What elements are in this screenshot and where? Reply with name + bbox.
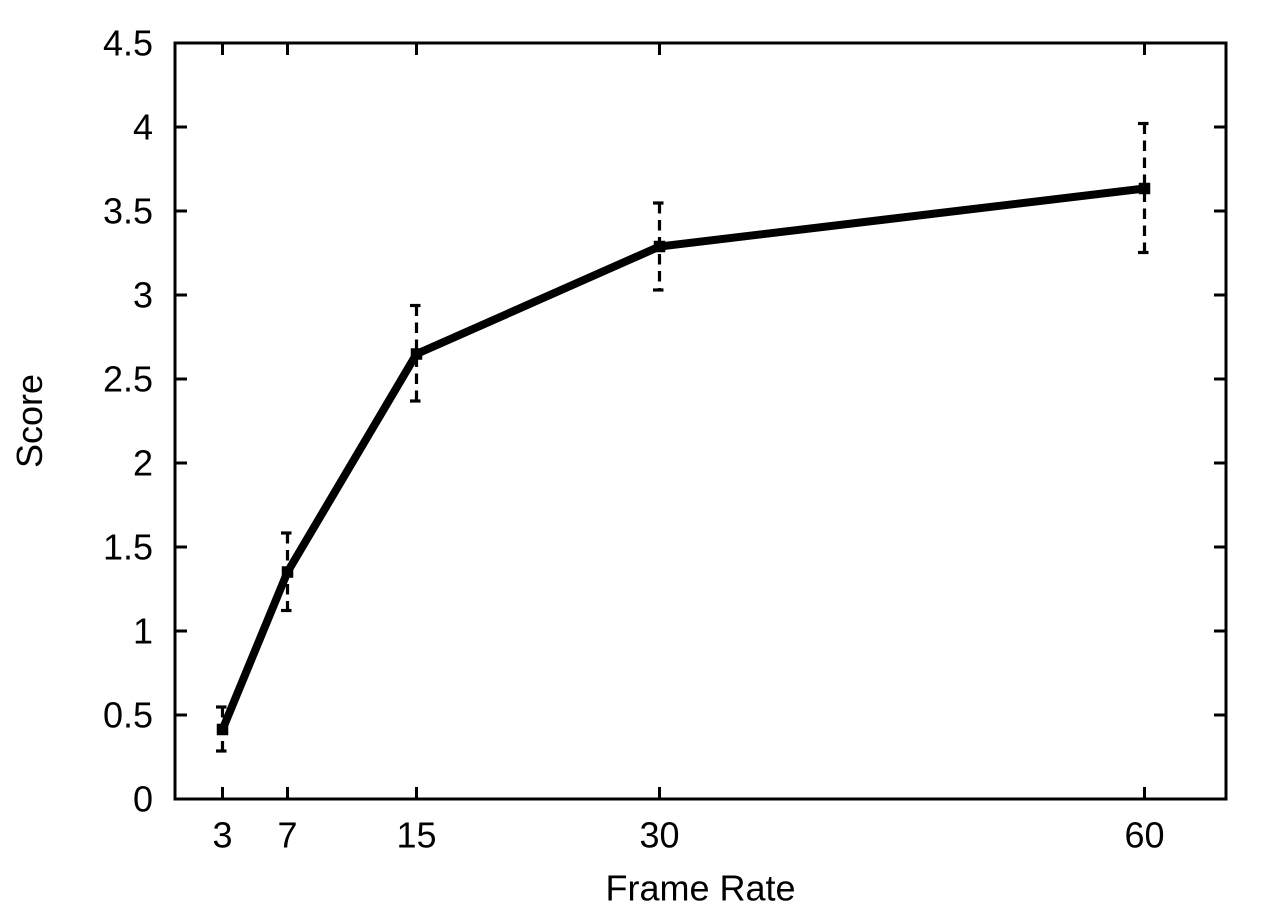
svg-text:1.5: 1.5 (103, 527, 153, 568)
svg-text:2: 2 (133, 443, 153, 484)
svg-text:0: 0 (133, 779, 153, 820)
svg-text:4.5: 4.5 (103, 23, 153, 64)
svg-text:1: 1 (133, 611, 153, 652)
svg-text:4: 4 (133, 107, 153, 148)
svg-text:15: 15 (396, 815, 436, 856)
svg-text:2.5: 2.5 (103, 359, 153, 400)
svg-text:Score: Score (9, 374, 50, 468)
svg-text:7: 7 (277, 815, 297, 856)
svg-text:3: 3 (212, 815, 232, 856)
svg-text:Frame Rate: Frame Rate (605, 868, 795, 909)
svg-text:30: 30 (639, 815, 679, 856)
svg-text:3: 3 (133, 275, 153, 316)
svg-text:0.5: 0.5 (103, 695, 153, 736)
svg-text:3.5: 3.5 (103, 191, 153, 232)
svg-text:60: 60 (1124, 815, 1164, 856)
